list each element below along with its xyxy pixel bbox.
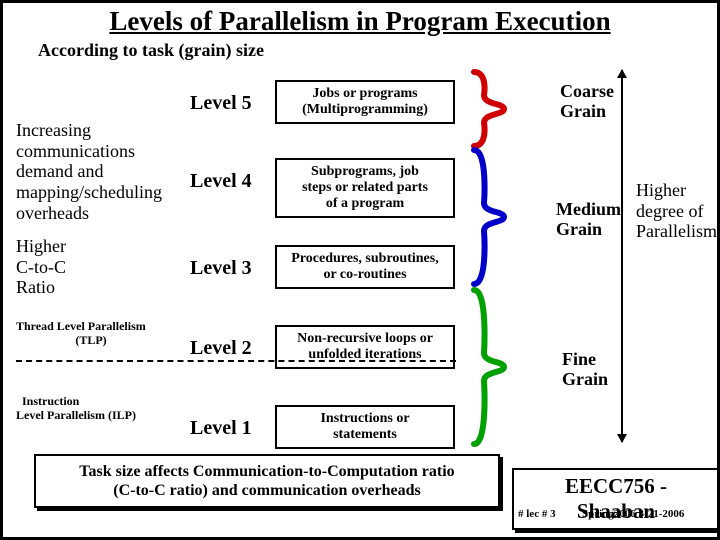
level-label-1: Level 1 bbox=[190, 417, 252, 440]
title-text: Levels of Parallelism in Program Executi… bbox=[109, 6, 610, 36]
level-label-2: Level 2 bbox=[190, 337, 252, 360]
tlp-label-line1: Thread Level Parallelism bbox=[16, 320, 146, 333]
course-box: EECC756 - Shaaban bbox=[512, 468, 720, 530]
tlp-label-line2: (TLP) bbox=[16, 334, 166, 347]
brace-medium-grain bbox=[470, 148, 508, 286]
note-increasing-comm: Increasingcommunicationsdemand andmappin… bbox=[16, 120, 162, 223]
label-medium-grain: MediumGrain bbox=[556, 200, 621, 240]
level-box-3: Procedures, subroutines,or co-routines bbox=[275, 245, 455, 289]
ilp-label-line1: Instruction bbox=[22, 395, 79, 408]
arrow-line bbox=[621, 70, 623, 442]
level-label-4: Level 4 bbox=[190, 170, 252, 193]
ilp-label-line2: Level Parallelism (ILP) bbox=[16, 409, 136, 422]
brace-fine-grain bbox=[470, 288, 508, 446]
footer-lecture: # lec # 3 bbox=[518, 508, 556, 520]
level-box-2: Non-recursive loops orunfolded iteration… bbox=[275, 325, 455, 369]
tlp-ilp-divider bbox=[16, 360, 456, 362]
note-higher-parallelism: Higherdegree ofParallelism bbox=[636, 180, 717, 242]
level-box-1: Instructions orstatements bbox=[275, 405, 455, 449]
level-label-5: Level 5 bbox=[190, 92, 252, 115]
note-ctoc-ratio: HigherC-to-CRatio bbox=[16, 236, 66, 298]
label-coarse-grain: CoarseGrain bbox=[560, 82, 614, 122]
slide-title: Levels of Parallelism in Program Executi… bbox=[0, 6, 720, 37]
parallelism-arrow bbox=[616, 70, 628, 442]
level-label-3: Level 3 bbox=[190, 257, 252, 280]
summary-box: Task size affects Communication-to-Compu… bbox=[34, 454, 500, 508]
level-box-5: Jobs or programs(Multiprogramming) bbox=[275, 80, 455, 124]
arrow-head-up bbox=[617, 69, 627, 78]
level-box-4: Subprograms, jobsteps or related partsof… bbox=[275, 158, 455, 218]
slide-subtitle: According to task (grain) size bbox=[38, 40, 264, 61]
brace-coarse-grain bbox=[470, 70, 508, 148]
footer-date: Spring2006 3-21-2006 bbox=[582, 508, 684, 520]
label-fine-grain: FineGrain bbox=[562, 350, 608, 390]
arrow-head-down bbox=[617, 434, 627, 443]
subtitle-text: According to task (grain) size bbox=[38, 40, 264, 60]
